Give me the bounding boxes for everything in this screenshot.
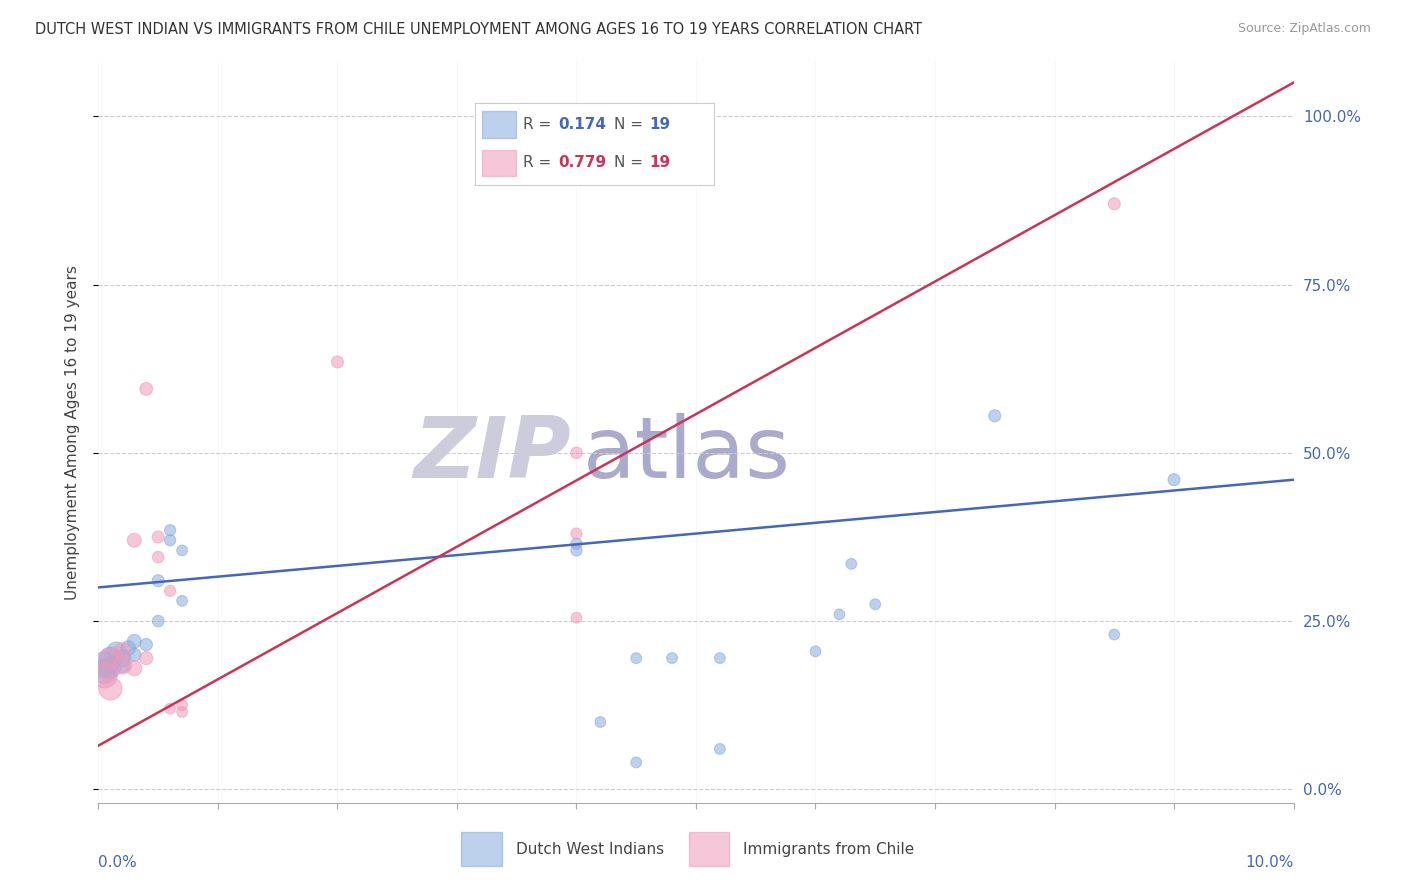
Point	[124, 661, 146, 675]
Point	[984, 409, 1007, 423]
Point	[841, 557, 863, 571]
Text: 10.0%: 10.0%	[1246, 855, 1294, 870]
Y-axis label: Unemployment Among Ages 16 to 19 years: Unemployment Among Ages 16 to 19 years	[65, 265, 80, 600]
Point	[1104, 627, 1126, 641]
Point	[326, 355, 349, 369]
Point	[111, 651, 134, 665]
Point	[565, 526, 588, 541]
Point	[159, 533, 181, 548]
Point	[135, 651, 157, 665]
Point	[93, 657, 115, 672]
Point	[482, 136, 505, 151]
Point	[172, 543, 194, 558]
Point	[117, 640, 139, 655]
Point	[828, 607, 851, 622]
Point	[124, 533, 146, 548]
Point	[159, 523, 181, 537]
Point	[172, 705, 194, 719]
Point	[172, 594, 194, 608]
Point	[661, 651, 683, 665]
Point	[148, 614, 170, 628]
Point	[98, 651, 122, 665]
Point	[565, 611, 588, 625]
Point	[148, 550, 170, 565]
Text: ZIP: ZIP	[413, 413, 571, 496]
Point	[124, 648, 146, 662]
Point	[804, 644, 827, 658]
Point	[482, 136, 505, 151]
Point	[709, 742, 731, 756]
Point	[565, 543, 588, 558]
Point	[865, 597, 887, 611]
Point	[98, 681, 122, 696]
Text: atlas: atlas	[582, 413, 790, 496]
Point	[159, 701, 181, 715]
Point	[159, 583, 181, 598]
Point	[148, 530, 170, 544]
Point	[105, 644, 128, 658]
Text: Source: ZipAtlas.com: Source: ZipAtlas.com	[1237, 22, 1371, 36]
Point	[111, 657, 134, 672]
Point	[1163, 473, 1185, 487]
Point	[565, 446, 588, 460]
Point	[709, 651, 731, 665]
Point	[172, 698, 194, 713]
Point	[98, 661, 122, 675]
Point	[135, 638, 157, 652]
Text: 0.0%: 0.0%	[98, 855, 138, 870]
Point	[565, 536, 588, 550]
Point	[93, 665, 115, 679]
Point	[124, 634, 146, 648]
Point	[111, 657, 134, 672]
Point	[1104, 196, 1126, 211]
Point	[93, 668, 115, 682]
Point	[626, 756, 648, 770]
Point	[148, 574, 170, 588]
Point	[135, 382, 157, 396]
Point	[98, 651, 122, 665]
Point	[626, 651, 648, 665]
Text: DUTCH WEST INDIAN VS IMMIGRANTS FROM CHILE UNEMPLOYMENT AMONG AGES 16 TO 19 YEAR: DUTCH WEST INDIAN VS IMMIGRANTS FROM CHI…	[35, 22, 922, 37]
Point	[111, 644, 134, 658]
Point	[589, 714, 612, 729]
